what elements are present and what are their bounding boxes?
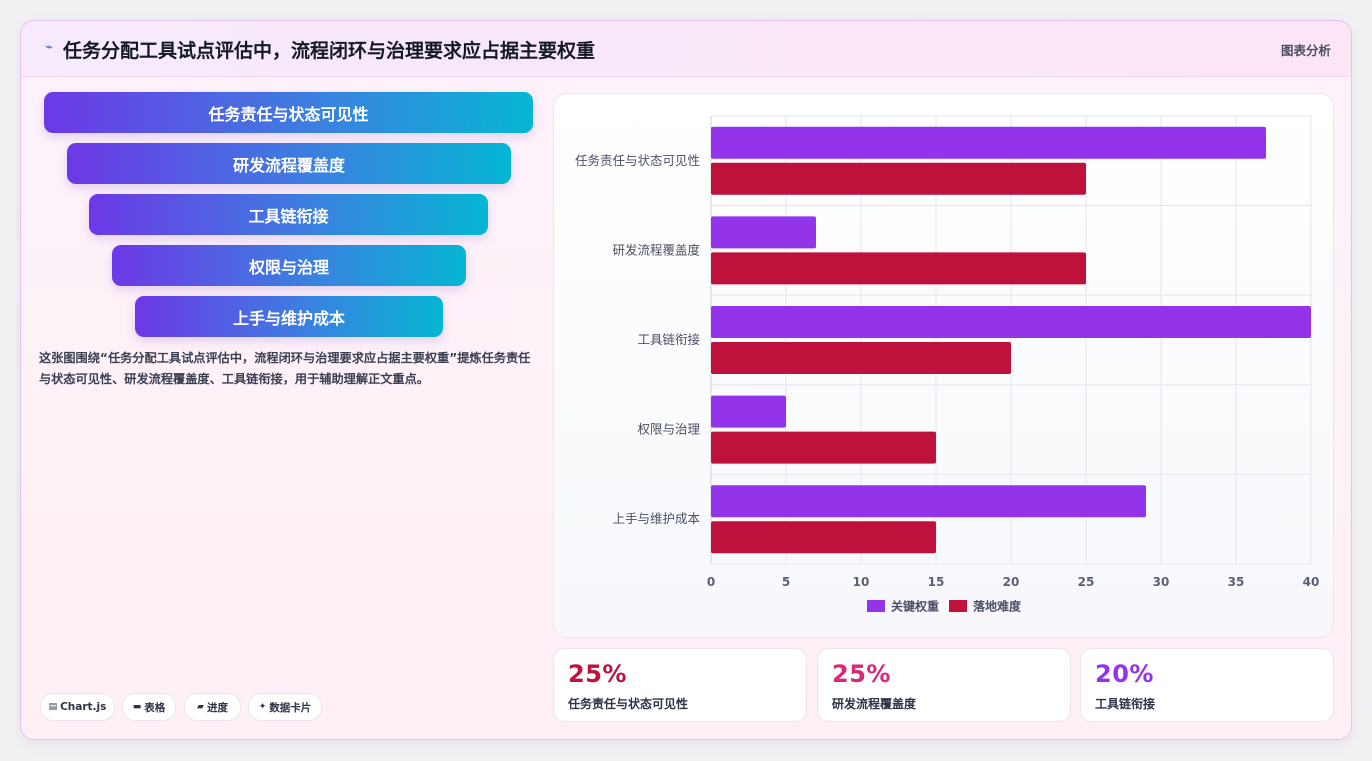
table-icon: ▬ [132,702,142,712]
pill-progress[interactable]: ▰ 进度 [184,693,241,721]
stat-value: 20% [1095,660,1154,688]
funnel-item-4: 权限与治理 [112,245,466,286]
pill-label: 表格 [144,701,166,714]
bar-difficulty [711,162,1086,195]
stat-value: 25% [832,660,891,688]
pill-table[interactable]: ▬ 表格 [122,693,176,721]
bar-key-weight [711,216,816,249]
stat-label: 工具链衔接 [1095,697,1156,711]
stat-value: 25% [568,660,627,688]
legend-label: 关键权重 [891,599,939,614]
bar-key-weight [711,306,1311,338]
x-tick-label: 40 [1303,575,1320,589]
x-tick-label: 20 [1003,575,1020,589]
y-tick-label: 上手与维护成本 [612,511,700,526]
x-tick-label: 0 [707,575,715,589]
funnel-item-5: 上手与维护成本 [135,296,443,337]
bar-key-weight [711,395,786,428]
pill-label: 进度 [206,701,228,714]
funnel-item-2: 研发流程覆盖度 [67,143,511,184]
x-tick-label: 10 [853,575,870,589]
chart-line-icon: ⌁ [45,40,53,55]
x-tick-label: 30 [1153,575,1170,589]
chart-icon: ▤ [48,702,58,712]
bar-difficulty [711,431,936,464]
sparkle-icon: ✦ [258,702,267,712]
chart-panel: 0 5 10 15 20 25 30 35 40 任务责任与状态可见性研发流程覆盖度工具链衔接权限… [553,93,1334,638]
legend-label: 落地难度 [973,599,1022,614]
x-tick-label: 25 [1078,575,1095,589]
funnel-item-1: 任务责任与状态可见性 [44,92,533,133]
pill-data-cards[interactable]: ✦ 数据卡片 [248,693,322,721]
stat-card-3: 20% 工具链衔接 [1080,648,1334,722]
pill-chartjs[interactable]: ▤ Chart.js [40,693,115,721]
progress-icon: ▰ [197,702,204,712]
stat-label: 任务责任与状态可见性 [568,697,689,711]
funnel-item-3: 工具链衔接 [89,194,488,235]
header: ⌁ 任务分配工具试点评估中，流程闭环与治理要求应占据主要权重 图表分析 [21,21,1351,77]
stat-label: 研发流程覆盖度 [832,697,917,711]
pill-label: 数据卡片 [269,701,312,714]
pill-label: Chart.js [60,701,107,713]
legend-swatch [867,600,885,612]
legend-swatch [949,600,967,612]
stat-card-1: 25% 任务责任与状态可见性 [553,648,807,722]
bar-chart: 0 5 10 15 20 25 30 35 40 任务责任与状态可见性研发流程覆盖度工具链衔接权限… [575,115,1320,614]
x-tick-label: 15 [928,575,945,589]
description-text: 这张图围绕“任务分配工具试点评估中，流程闭环与治理要求应占据主要权重”提炼任务责… [39,351,531,386]
bar-key-weight [711,485,1146,518]
bar-difficulty [711,252,1086,285]
bar-difficulty [711,342,1011,374]
y-tick-label: 研发流程覆盖度 [612,242,700,257]
stat-card-2: 25% 研发流程覆盖度 [817,648,1071,722]
x-tick-label: 35 [1228,575,1245,589]
page-title: 任务分配工具试点评估中，流程闭环与治理要求应占据主要权重 [63,40,596,62]
y-tick-label: 权限与治理 [637,422,700,437]
x-tick-label: 5 [782,575,790,589]
main-card: ⌁ 任务分配工具试点评估中，流程闭环与治理要求应占据主要权重 图表分析 任务责任… [20,20,1352,740]
bar-key-weight [711,126,1266,159]
chart-analysis-tag: 图表分析 [1280,43,1331,58]
y-tick-label: 任务责任与状态可见性 [575,153,700,168]
bar-difficulty [711,521,936,554]
y-tick-label: 工具链衔接 [637,332,700,347]
